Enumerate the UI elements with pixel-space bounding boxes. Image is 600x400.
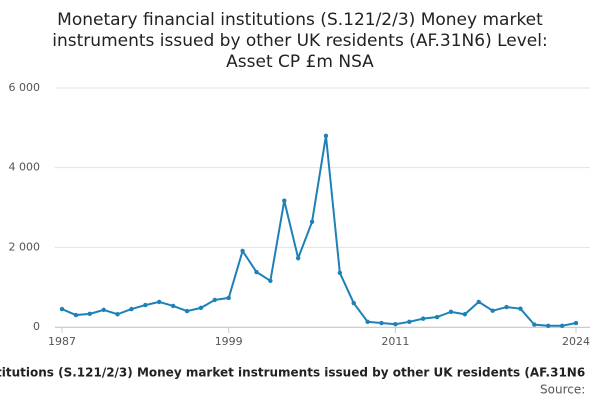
- point: [351, 300, 356, 306]
- point: [532, 322, 537, 327]
- y-tick-label: 6 000: [9, 81, 41, 94]
- point: [59, 306, 65, 312]
- point: [490, 308, 495, 313]
- point: [462, 312, 468, 317]
- point: [282, 198, 287, 203]
- point: [212, 297, 218, 303]
- point: [448, 309, 454, 315]
- point: [573, 320, 579, 326]
- x-tick-label: 1987: [48, 335, 76, 348]
- point: [407, 319, 412, 325]
- point: [73, 312, 79, 318]
- point: [184, 308, 190, 314]
- point: [226, 295, 231, 301]
- point: [518, 306, 523, 311]
- point: [115, 312, 120, 317]
- point: [434, 314, 440, 320]
- point: [365, 319, 370, 325]
- point: [240, 248, 245, 254]
- point: [198, 305, 204, 311]
- point: [295, 255, 301, 261]
- x-tick-label: 1999: [215, 335, 243, 348]
- chart-title: Monetary financial institutions (S.121/2…: [57, 10, 543, 30]
- x-tick-label: 2024: [562, 335, 590, 348]
- point: [393, 322, 398, 327]
- line: [61, 135, 577, 327]
- point: [268, 278, 273, 283]
- y-tick-label: 2 000: [9, 240, 41, 253]
- point: [170, 303, 176, 309]
- chart-title: Asset CP £m NSA: [226, 52, 374, 72]
- point: [323, 133, 329, 138]
- source: Source:: [540, 383, 585, 397]
- point: [559, 323, 565, 329]
- point: [337, 270, 343, 276]
- point: [87, 311, 92, 317]
- point: [504, 304, 509, 310]
- caption: titutions (S.121/2/3) Money market instr…: [0, 366, 585, 380]
- y-tick-label: 4 000: [9, 161, 41, 174]
- x-tick-label: 2011: [381, 335, 409, 348]
- point: [476, 299, 481, 305]
- point: [254, 269, 259, 275]
- point: [379, 320, 384, 326]
- chart-title: instruments issued by other UK residents…: [52, 31, 547, 51]
- point: [101, 307, 106, 313]
- point: [546, 323, 551, 329]
- point: [129, 306, 134, 312]
- point: [143, 302, 148, 308]
- point: [420, 316, 426, 321]
- point: [309, 219, 315, 225]
- y-tick-label: 0: [33, 320, 40, 333]
- point: [157, 299, 162, 305]
